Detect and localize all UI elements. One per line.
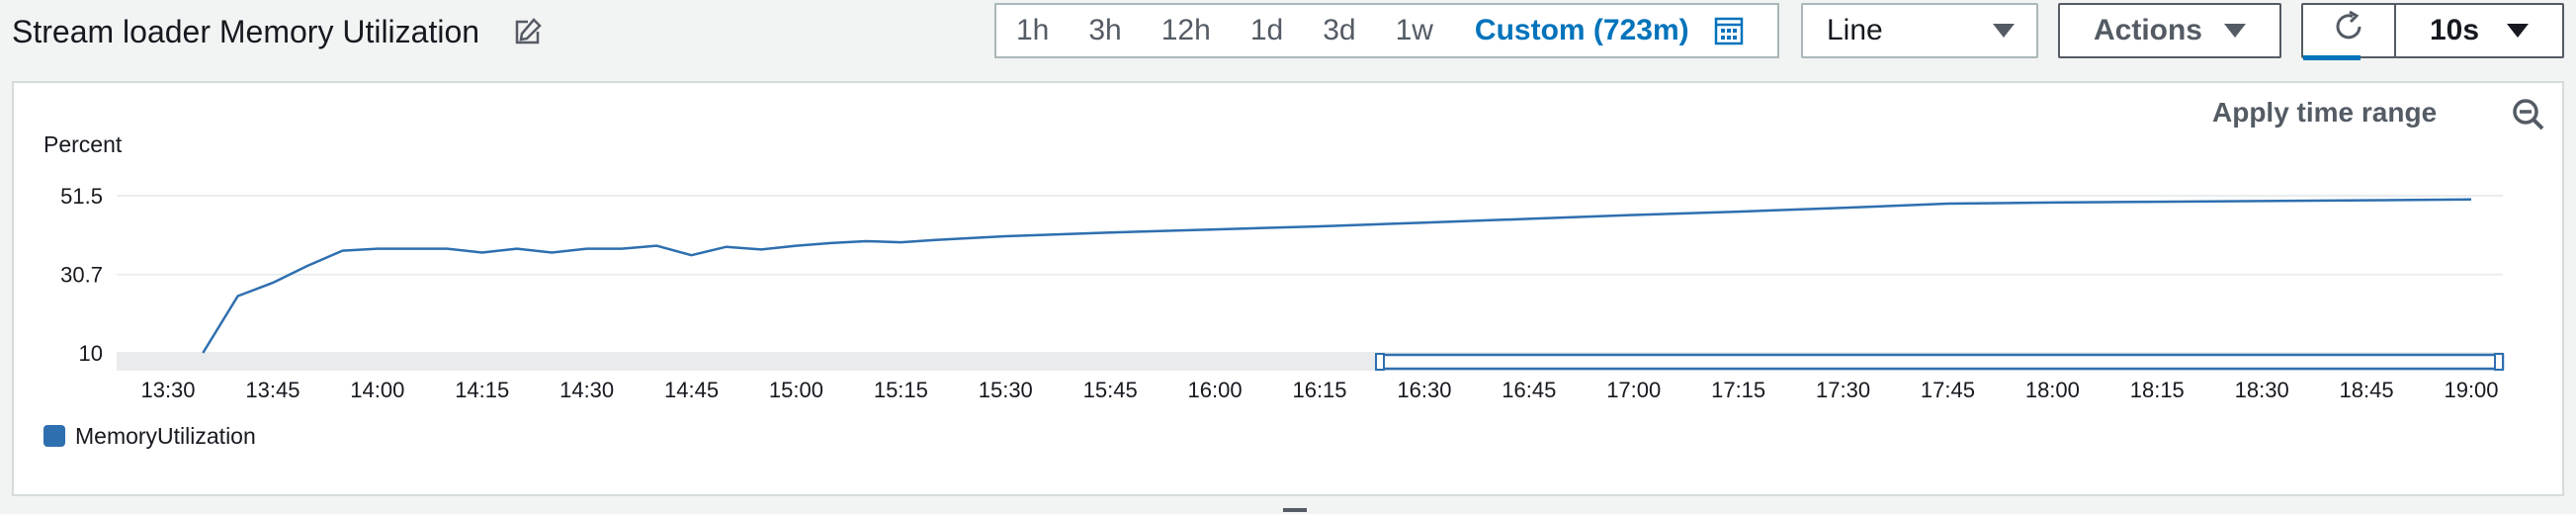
- calendar-icon[interactable]: [1713, 15, 1745, 46]
- x-tick-label: 16:15: [1292, 378, 1346, 402]
- series-line-memoryutilization[interactable]: [202, 198, 2472, 354]
- actions-button[interactable]: Actions: [2058, 3, 2281, 58]
- x-tick-label: 19:00: [2444, 378, 2498, 402]
- x-tick-label: 15:45: [1083, 378, 1138, 402]
- page-title: Stream loader Memory Utilization: [12, 14, 480, 49]
- y-tick-label: 10: [79, 341, 103, 366]
- x-tick-label: 16:00: [1188, 378, 1243, 402]
- y-axis-label: Percent: [43, 131, 123, 157]
- dashboard-header: Stream loader Memory Utilization: [0, 0, 2576, 77]
- time-range-1h[interactable]: 1h: [1016, 14, 1050, 46]
- series-group: [202, 198, 2472, 354]
- legend-item-memoryutilization[interactable]: MemoryUtilization: [75, 423, 256, 449]
- time-range-1d[interactable]: 1d: [1249, 14, 1284, 46]
- time-range-12h[interactable]: 12h: [1160, 14, 1211, 46]
- apply-time-range-button[interactable]: Apply time range: [2212, 97, 2438, 128]
- x-tick-label: 15:15: [874, 378, 928, 402]
- zoom-out-icon[interactable]: [2511, 97, 2546, 132]
- chevron-down-icon: [2224, 24, 2246, 38]
- time-range-selector: 1h 3h 12h 1d 3d 1w Custom (723m): [994, 3, 1779, 58]
- y-axis-ticks: 10 30.7 51.5: [60, 184, 103, 366]
- zoom-range-selection[interactable]: [1376, 353, 2505, 371]
- y-tick-label: 30.7: [60, 263, 103, 288]
- x-tick-label: 17:15: [1711, 378, 1765, 402]
- x-tick-label: 15:30: [979, 378, 1033, 402]
- x-tick-label: 16:45: [1502, 378, 1556, 402]
- refresh-interval-value: 10s: [2429, 14, 2480, 46]
- x-tick-label: 17:45: [1921, 378, 1975, 402]
- x-tick-label: 14:45: [664, 378, 719, 402]
- x-tick-label: 14:30: [559, 378, 614, 402]
- x-tick-label: 13:45: [245, 378, 300, 402]
- time-range-1w[interactable]: 1w: [1395, 14, 1433, 46]
- actions-label: Actions: [2093, 14, 2202, 46]
- chevron-down-icon: [1993, 24, 2015, 38]
- x-tick-label: 16:30: [1397, 378, 1451, 402]
- time-range-3d[interactable]: 3d: [1323, 14, 1356, 46]
- x-tick-label: 18:30: [2235, 378, 2289, 402]
- x-tick-label: 14:15: [455, 378, 509, 402]
- panel-resize-handle[interactable]: [1283, 508, 1307, 512]
- chart-panel: [12, 81, 2564, 496]
- zoom-range-right-handle[interactable]: [2494, 353, 2504, 371]
- x-tick-label: 15:00: [769, 378, 823, 402]
- x-tick-label: 18:15: [2130, 378, 2185, 402]
- x-tick-label: 17:30: [1816, 378, 1870, 402]
- time-range-3h[interactable]: 3h: [1088, 14, 1122, 46]
- chart-type-select[interactable]: Line: [1801, 3, 2038, 58]
- x-axis-ticks: 13:30 13:45 14:00 14:15 14:30 14:45 15:00 15:15…: [140, 378, 2498, 402]
- x-tick-label: 13:30: [140, 378, 195, 402]
- refresh-icon: [2331, 9, 2366, 52]
- grid-lines: [117, 195, 2503, 354]
- refresh-interval-select[interactable]: 10s: [2394, 3, 2564, 58]
- x-tick-label: 14:00: [350, 378, 404, 402]
- refresh-active-indicator: [2303, 55, 2361, 60]
- x-tick-label: 18:45: [2340, 378, 2394, 402]
- edit-icon[interactable]: [512, 16, 544, 47]
- x-tick-label: 17:00: [1606, 378, 1661, 402]
- chart-type-value: Line: [1827, 14, 1883, 46]
- time-range-custom[interactable]: Custom (723m): [1474, 14, 1689, 46]
- x-tick-label: 18:00: [2025, 378, 2080, 402]
- y-tick-label: 51.5: [60, 184, 103, 209]
- legend-swatch: [43, 425, 65, 447]
- zoom-range-left-handle[interactable]: [1375, 353, 1385, 371]
- chevron-down-icon: [2507, 24, 2530, 38]
